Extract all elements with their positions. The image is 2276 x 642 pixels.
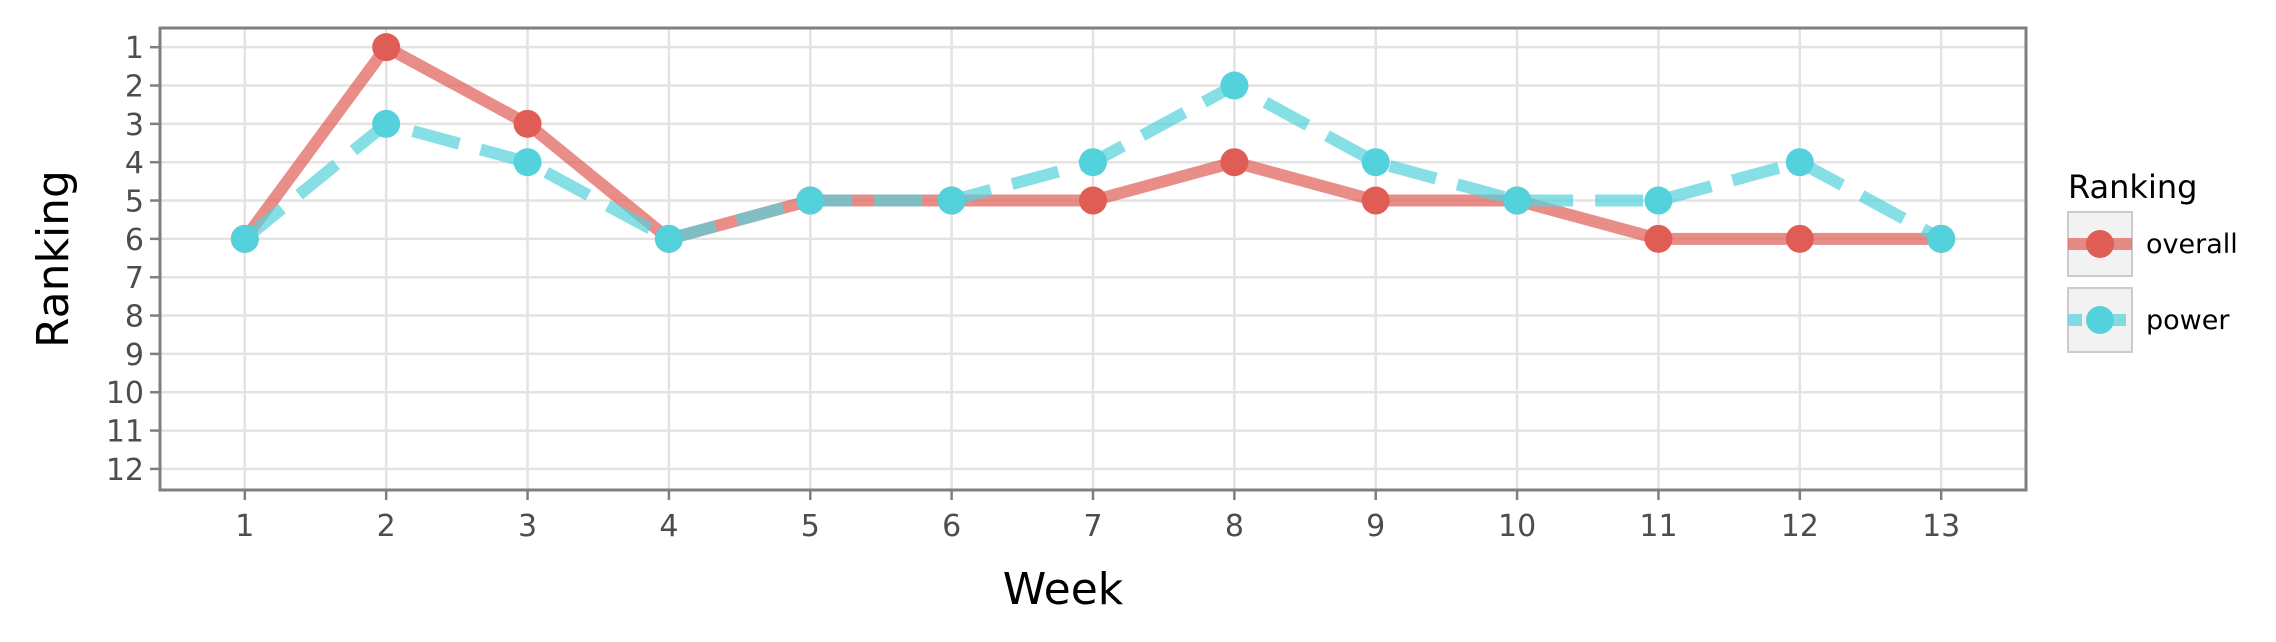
data-point-overall bbox=[1079, 186, 1107, 215]
x-tick-label: 8 bbox=[1225, 509, 1244, 544]
x-tick-label: 3 bbox=[518, 509, 537, 544]
x-tick-label: 4 bbox=[659, 509, 678, 544]
legend-label: overall bbox=[2146, 229, 2238, 260]
y-tick-label: 7 bbox=[125, 261, 144, 296]
data-point-power bbox=[796, 186, 825, 215]
x-axis-title: Week bbox=[1003, 564, 1124, 615]
x-tick-label: 6 bbox=[942, 509, 961, 544]
data-point-overall bbox=[1785, 224, 1814, 253]
x-tick-label: 7 bbox=[1083, 509, 1102, 544]
y-tick-label: 12 bbox=[106, 453, 144, 488]
data-point-power bbox=[513, 148, 542, 177]
data-point-power bbox=[654, 224, 683, 253]
y-tick-label: 5 bbox=[125, 185, 144, 220]
y-tick-label: 2 bbox=[125, 70, 144, 105]
x-tick-label: 2 bbox=[377, 509, 396, 544]
data-point-power bbox=[1220, 71, 1249, 100]
data-point-overall bbox=[513, 109, 542, 138]
x-tick-label: 12 bbox=[1781, 509, 1819, 544]
data-point-overall bbox=[1644, 224, 1673, 253]
series-points bbox=[230, 33, 1956, 253]
data-point-power bbox=[1079, 148, 1107, 177]
y-axis-title: Ranking bbox=[28, 170, 79, 348]
data-point-overall bbox=[372, 33, 401, 62]
data-point-power bbox=[937, 186, 966, 215]
data-point-power bbox=[1503, 186, 1532, 215]
data-point-power bbox=[1785, 148, 1814, 177]
y-tick-label: 6 bbox=[125, 223, 144, 258]
data-point-overall bbox=[1220, 148, 1249, 177]
y-tick-label: 3 bbox=[125, 108, 144, 143]
y-tick-label: 10 bbox=[106, 376, 144, 411]
data-point-power bbox=[372, 109, 401, 138]
legend: Ranking overall power bbox=[2067, 168, 2238, 353]
data-point-power bbox=[1927, 224, 1956, 253]
y-tick-label: 4 bbox=[125, 146, 144, 181]
legend-label: power bbox=[2146, 305, 2230, 336]
y-tick-label: 1 bbox=[125, 31, 144, 66]
legend-title: Ranking bbox=[2068, 168, 2197, 206]
y-tick-label: 11 bbox=[106, 415, 144, 450]
x-tick-label: 13 bbox=[1922, 509, 1960, 544]
data-point-power bbox=[1644, 186, 1673, 215]
x-tick-label: 9 bbox=[1366, 509, 1385, 544]
data-point-power bbox=[1361, 148, 1390, 177]
legend-key-point bbox=[2086, 230, 2114, 258]
x-tick-label: 5 bbox=[801, 509, 820, 544]
y-tick-label: 8 bbox=[125, 300, 144, 335]
x-tick-label: 11 bbox=[1639, 509, 1677, 544]
legend-item-overall: overall bbox=[2067, 211, 2238, 277]
x-tick-label: 1 bbox=[235, 509, 254, 544]
legend-key-point bbox=[2086, 306, 2114, 334]
data-point-power bbox=[230, 224, 259, 253]
y-tick-label: 9 bbox=[125, 338, 144, 373]
legend-item-power: power bbox=[2067, 287, 2230, 353]
x-tick-label: 10 bbox=[1498, 509, 1536, 544]
data-point-overall bbox=[1361, 186, 1390, 215]
